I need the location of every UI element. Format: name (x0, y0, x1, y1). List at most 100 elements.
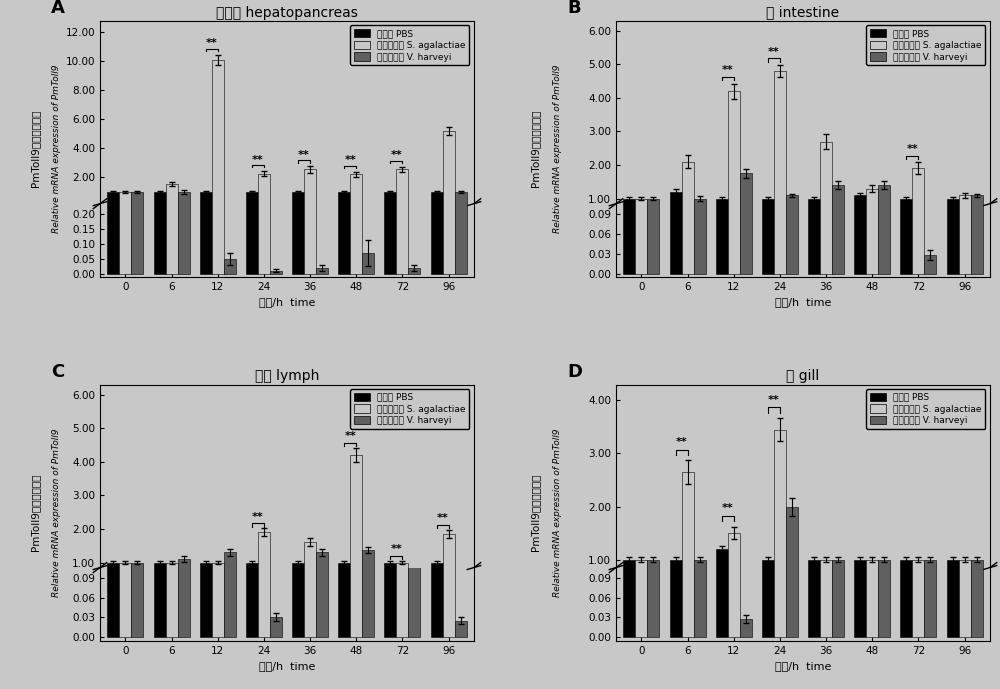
Text: PmToll9的相对表达量: PmToll9的相对表达量 (530, 110, 540, 187)
Bar (912, 168, 924, 232)
Bar (350, 174, 362, 206)
Bar (384, 0, 396, 637)
Bar (971, 195, 983, 232)
Bar (820, 559, 832, 613)
Bar (694, 198, 706, 232)
Bar (900, 198, 912, 232)
Bar (224, 0, 236, 637)
Bar (270, 595, 282, 596)
Bar (959, 0, 971, 637)
Bar (786, 0, 798, 637)
Bar (200, 0, 212, 637)
Bar (971, 559, 983, 613)
Bar (212, 0, 224, 274)
Bar (443, 534, 455, 596)
Text: **: ** (391, 150, 402, 160)
Bar (350, 0, 362, 274)
Bar (820, 0, 832, 637)
Bar (878, 185, 890, 232)
Bar (912, 559, 924, 613)
Bar (832, 185, 844, 232)
Text: **: ** (437, 513, 448, 523)
Bar (832, 0, 844, 274)
Text: **: ** (252, 511, 264, 522)
Bar (647, 559, 659, 613)
Bar (304, 0, 316, 637)
Bar (670, 559, 682, 613)
Bar (900, 559, 912, 613)
Text: **: ** (722, 65, 734, 75)
Text: PmToll9的相对表达量: PmToll9的相对表达量 (30, 474, 40, 551)
Bar (200, 562, 212, 596)
Bar (694, 559, 706, 613)
Bar (258, 533, 270, 596)
Text: **: ** (391, 544, 402, 554)
Bar (774, 71, 786, 232)
Text: D: D (567, 363, 582, 381)
Title: 肝胰腔 hepatopancreas: 肝胰腔 hepatopancreas (216, 6, 358, 19)
Bar (455, 595, 467, 596)
Bar (971, 0, 983, 637)
Bar (338, 562, 350, 596)
Bar (740, 619, 752, 637)
Bar (682, 0, 694, 274)
Bar (878, 559, 890, 613)
Bar (728, 533, 740, 613)
Bar (166, 562, 178, 596)
Bar (762, 0, 774, 637)
Bar (408, 268, 420, 274)
Bar (947, 0, 959, 637)
Bar (384, 562, 396, 596)
Bar (350, 455, 362, 596)
Bar (304, 0, 316, 274)
Bar (119, 192, 131, 206)
Bar (362, 0, 374, 637)
Text: **: ** (768, 395, 780, 404)
Bar (350, 0, 362, 637)
Bar (820, 141, 832, 232)
Bar (716, 0, 728, 274)
Bar (178, 0, 190, 274)
Bar (131, 562, 143, 596)
Bar (623, 0, 635, 637)
Bar (431, 562, 443, 596)
Bar (154, 0, 166, 274)
Bar (338, 0, 350, 637)
Bar (808, 0, 820, 274)
Bar (912, 0, 924, 637)
Bar (362, 253, 374, 274)
Bar (455, 0, 467, 274)
Bar (396, 169, 408, 206)
Text: PmToll9的相对表达量: PmToll9的相对表达量 (30, 110, 40, 187)
Bar (396, 0, 408, 274)
Bar (246, 562, 258, 596)
Bar (762, 198, 774, 232)
Bar (338, 192, 350, 206)
Bar (647, 0, 659, 637)
X-axis label: 时间/h  time: 时间/h time (775, 661, 831, 671)
Bar (455, 192, 467, 206)
Bar (682, 472, 694, 613)
Bar (200, 192, 212, 206)
Bar (107, 0, 119, 274)
Text: **: ** (298, 150, 310, 160)
Bar (178, 0, 190, 637)
Text: Relative mRNA expression of PmToll9: Relative mRNA expression of PmToll9 (52, 65, 62, 233)
Bar (947, 0, 959, 274)
Bar (119, 0, 131, 274)
Bar (924, 559, 936, 613)
Bar (292, 0, 304, 274)
Bar (246, 192, 258, 206)
Text: C: C (51, 363, 65, 381)
Bar (119, 0, 131, 637)
Bar (212, 0, 224, 637)
Bar (292, 562, 304, 596)
Bar (131, 0, 143, 274)
Bar (728, 91, 740, 232)
Legend: 对照组 PBS, 无乳链球菌 S. agalactiae, 哈维氏弧菌 V. harveyi: 对照组 PBS, 无乳链球菌 S. agalactiae, 哈维氏弧菌 V. h… (866, 389, 985, 429)
Bar (682, 162, 694, 232)
Bar (774, 0, 786, 637)
Bar (774, 430, 786, 613)
Text: A: A (51, 0, 65, 17)
Bar (854, 0, 866, 274)
